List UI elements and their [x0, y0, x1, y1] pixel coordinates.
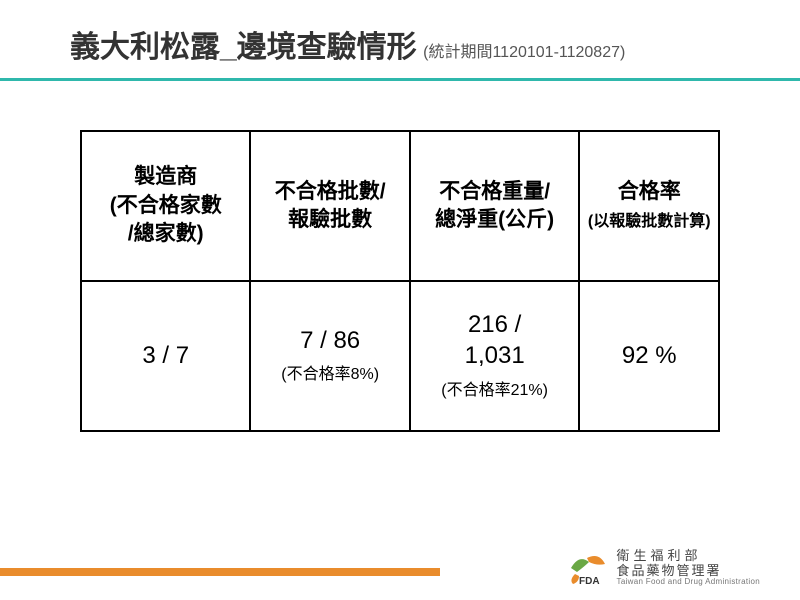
footer-agency: 食品藥物管理署	[617, 564, 760, 578]
col-header-weight: 不合格重量/ 總淨重(公斤)	[410, 131, 580, 281]
divider-orange	[0, 568, 440, 576]
col-header-manufacturer: 製造商 (不合格家數 /總家數)	[81, 131, 250, 281]
footer-ministry: 衛生福利部	[617, 549, 760, 563]
page-title: 義大利松露_邊境查驗情形	[70, 31, 417, 64]
table-row: 3 / 7 7 / 86 (不合格率8%) 216 / 1,031 (不合格率2…	[81, 281, 719, 431]
footer-text: 衛生福利部 食品藥物管理署 Taiwan Food and Drug Admin…	[617, 549, 760, 586]
cell-passrate: 92 %	[579, 281, 719, 431]
slide: 義大利松露_邊境查驗情形 (統計期間1120101-1120827) 製造商 (…	[0, 0, 800, 600]
fda-logo-icon: FDA	[565, 548, 609, 588]
footer-agency-en: Taiwan Food and Drug Administration	[617, 578, 760, 587]
fda-logo-text: FDA	[579, 576, 600, 587]
title-area: 義大利松露_邊境查驗情形 (統計期間1120101-1120827)	[70, 22, 760, 66]
cell-manufacturer: 3 / 7	[81, 281, 250, 431]
divider-teal	[0, 78, 800, 81]
cell-batches: 7 / 86 (不合格率8%)	[250, 281, 409, 431]
table-header-row: 製造商 (不合格家數 /總家數) 不合格批數/ 報驗批數 不合格重量/ 總淨重(…	[81, 131, 719, 281]
cell-weight: 216 / 1,031 (不合格率21%)	[410, 281, 580, 431]
col-header-passrate: 合格率 (以報驗批數計算)	[579, 131, 719, 281]
footer: FDA 衛生福利部 食品藥物管理署 Taiwan Food and Drug A…	[565, 548, 760, 588]
inspection-table: 製造商 (不合格家數 /總家數) 不合格批數/ 報驗批數 不合格重量/ 總淨重(…	[80, 130, 720, 432]
col-header-batches: 不合格批數/ 報驗批數	[250, 131, 409, 281]
page-subtitle: (統計期間1120101-1120827)	[423, 44, 625, 61]
